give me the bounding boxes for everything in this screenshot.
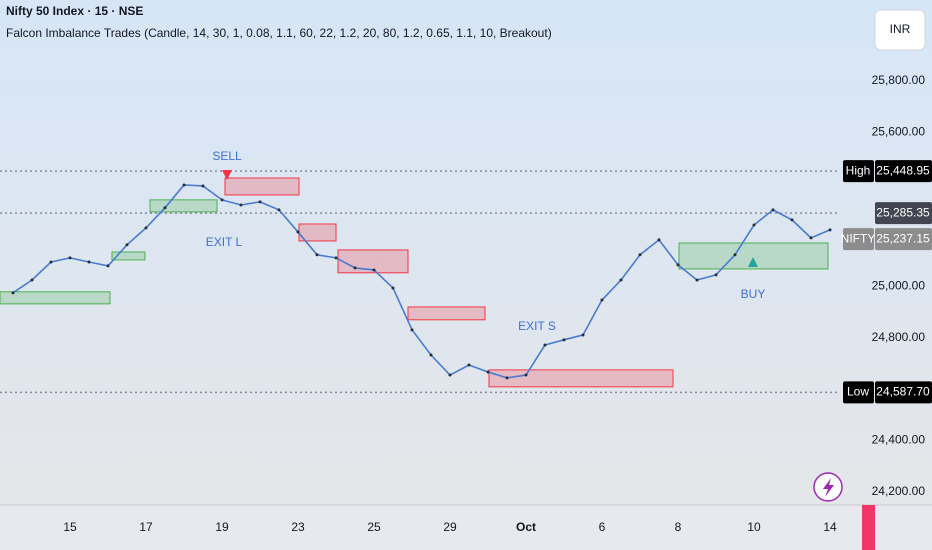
y-tick-label: 24,800.00: [872, 330, 926, 344]
alert-bolt: [823, 478, 834, 497]
chart-title: Nifty 50 Index · 15 · NSE: [6, 4, 143, 18]
x-tick-label: 29: [443, 520, 457, 534]
price-tag-label: 24,587.70: [876, 384, 930, 398]
price-tag-name-box: [843, 160, 874, 183]
indicator-label: Falcon Imbalance Trades (Candle, 14, 30,…: [6, 26, 552, 40]
imbalance-zone: [488, 369, 674, 388]
price-point: [125, 243, 129, 247]
price-tag-name-box: [843, 381, 874, 404]
price-point: [372, 268, 376, 272]
price-point: [87, 260, 91, 264]
x-tick-label: 17: [139, 520, 153, 534]
x-tick-label: 23: [291, 520, 305, 534]
signal-marker: [222, 170, 232, 180]
signal-label: EXIT L: [206, 235, 243, 249]
signal-label: SELL: [212, 149, 242, 163]
price-point: [467, 363, 471, 367]
price-point: [277, 208, 281, 212]
price-point: [638, 253, 642, 257]
x-tick-label: 15: [63, 520, 77, 534]
price-tag-name: Low: [847, 384, 869, 398]
imbalance-zone: [407, 306, 486, 321]
price-point: [391, 286, 395, 290]
price-tag: [875, 160, 932, 183]
price-tag-label: 25,448.95: [876, 163, 930, 177]
price-point: [828, 228, 832, 232]
price-point: [144, 226, 148, 230]
price-point: [49, 260, 53, 264]
price-point: [752, 223, 756, 227]
price-point: [448, 373, 452, 377]
time-marker: [862, 505, 875, 550]
x-tick-label: 6: [599, 520, 606, 534]
x-tick-label: 14: [823, 520, 837, 534]
currency-button[interactable]: [874, 9, 926, 51]
price-point: [714, 273, 718, 277]
price-point: [334, 256, 338, 260]
price-point: [163, 206, 167, 210]
price-point: [182, 183, 186, 187]
price-point: [258, 200, 262, 204]
price-point: [562, 338, 566, 342]
y-tick-label: 25,600.00: [872, 124, 926, 138]
currency-label[interactable]: INR: [890, 22, 911, 36]
price-tag: [875, 381, 932, 404]
price-point: [790, 218, 794, 222]
price-point: [809, 236, 813, 240]
price-point: [239, 203, 243, 207]
signal-label: EXIT S: [518, 319, 556, 333]
price-point: [410, 328, 414, 332]
time-axis: [0, 505, 932, 550]
imbalance-zone: [224, 177, 300, 196]
price-point: [733, 253, 737, 257]
price-point: [619, 278, 623, 282]
price-point: [30, 278, 34, 282]
price-point: [201, 184, 205, 188]
price-point: [486, 370, 490, 374]
price-point: [315, 253, 319, 257]
x-tick-label: 25: [367, 520, 381, 534]
imbalance-zone: [298, 223, 337, 242]
price-tag-name: NIFTY: [841, 231, 876, 245]
price-point: [600, 298, 604, 302]
price-tag: [875, 202, 932, 225]
price-line-series: [12, 184, 831, 379]
price-point: [695, 278, 699, 282]
signal-marker: [748, 257, 758, 267]
x-tick-label: 10: [747, 520, 761, 534]
price-tag-name: High: [846, 163, 871, 177]
price-point: [220, 198, 224, 202]
price-tag-label: 25,237.15: [876, 231, 930, 245]
imbalance-zone: [0, 291, 111, 305]
y-tick-label: 25,000.00: [872, 279, 926, 293]
x-tick-label: Oct: [516, 520, 536, 534]
y-tick-label: 24,400.00: [872, 433, 926, 447]
price-point: [676, 263, 680, 267]
signal-label: BUY: [741, 287, 766, 301]
price-point: [581, 333, 585, 337]
price-point: [543, 343, 547, 347]
x-tick-label: 8: [675, 520, 682, 534]
price-point: [505, 376, 509, 380]
price-tag-label: 25,285.35: [876, 205, 930, 219]
price-point: [657, 238, 661, 242]
imbalance-zone: [111, 251, 146, 261]
price-tag-name-box: [843, 228, 874, 251]
price-point: [296, 230, 300, 234]
y-tick-label: 24,200.00: [872, 484, 926, 498]
price-point: [106, 264, 110, 268]
imbalance-zone: [149, 199, 218, 213]
price-point: [524, 373, 528, 377]
price-point: [429, 353, 433, 357]
price-point: [771, 208, 775, 212]
price-point: [11, 291, 15, 295]
price-point: [68, 256, 72, 260]
price-point: [353, 266, 357, 270]
price-tag: [875, 228, 932, 251]
x-tick-label: 19: [215, 520, 229, 534]
y-tick-label: 25,800.00: [872, 73, 926, 87]
